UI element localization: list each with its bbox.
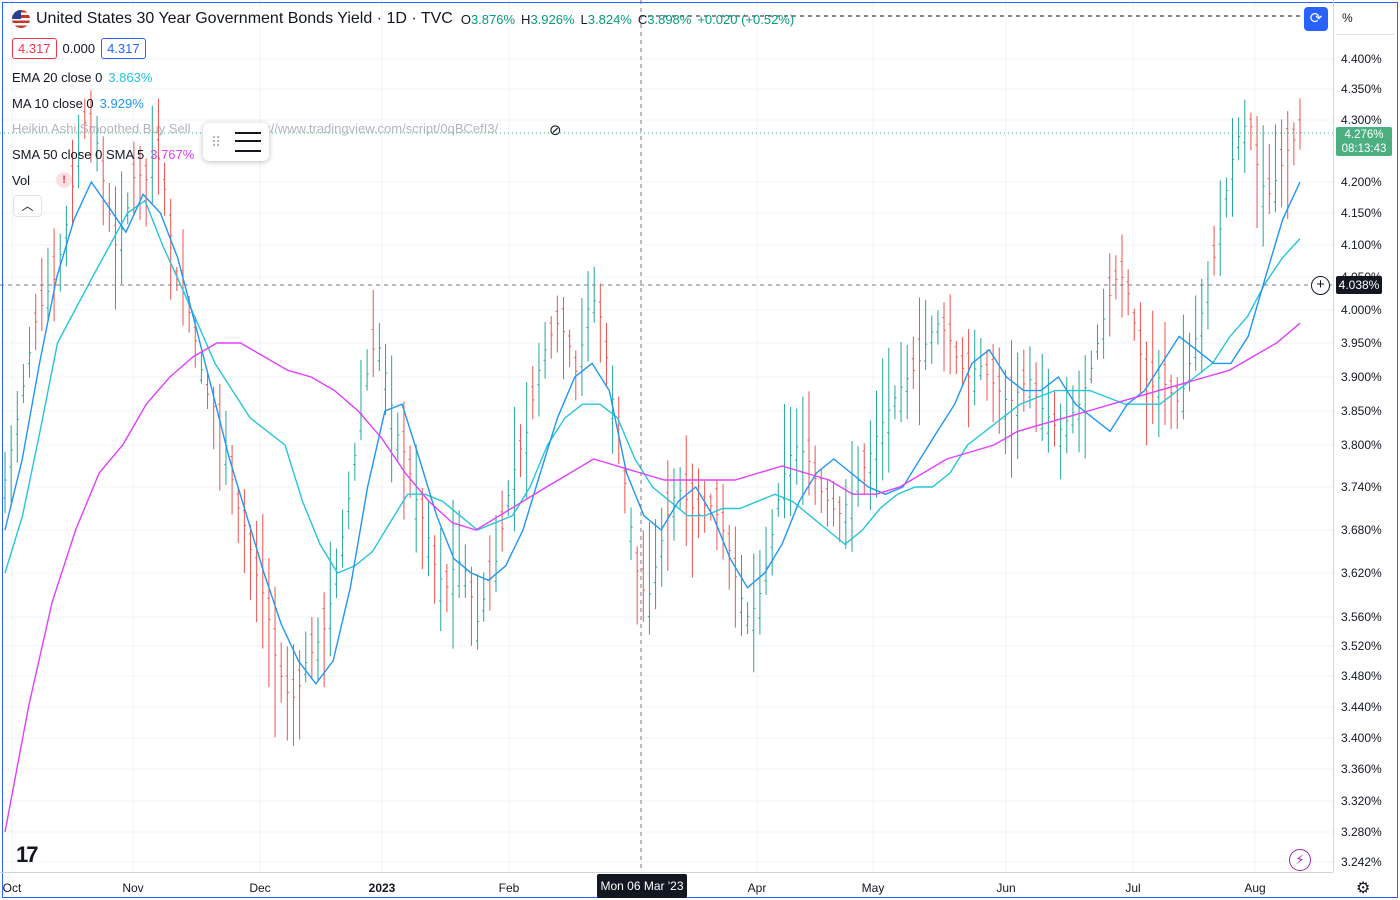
y-tick-label: 4.100% (1341, 238, 1382, 252)
y-tick-label: 3.900% (1341, 370, 1382, 384)
drag-handle-icon[interactable]: ⠿ (211, 133, 221, 150)
y-tick-label: 4.000% (1341, 303, 1382, 317)
x-tick-label: Jul (1125, 881, 1141, 895)
buy-price-box[interactable]: 4.317 (101, 38, 146, 59)
symbol-header[interactable]: United States 30 Year Government Bonds Y… (12, 9, 794, 29)
x-tick-label: Oct (2, 881, 22, 895)
open-value: 3.876% (470, 11, 516, 27)
add-alert-plus-icon[interactable]: + (1311, 276, 1330, 295)
y-tick-label: 3.850% (1341, 404, 1382, 418)
spread-value: 0.000 (62, 41, 96, 56)
y-tick-label: 4.350% (1341, 82, 1382, 96)
y-tick-label: 3.620% (1341, 566, 1382, 580)
tradingview-logo[interactable]: 17 (16, 842, 39, 867)
y-tick-label: 3.480% (1341, 669, 1382, 683)
percent-scale-label[interactable]: % (1336, 5, 1394, 35)
y-tick-label: 4.400% (1341, 52, 1382, 66)
y-tick-label: 3.680% (1341, 523, 1382, 537)
x-tick-label: Nov (122, 881, 144, 895)
x-tick-label: Feb (498, 881, 520, 895)
time-axis[interactable]: Oct Nov Dec 2023 Feb Apr May Jun Jul Aug (0, 872, 1333, 900)
x-tick-label: Aug (1244, 881, 1266, 895)
sma-value: 3.767% (150, 147, 195, 162)
x-tick-label: Dec (249, 881, 271, 895)
y-tick-label: 3.360% (1341, 762, 1382, 776)
y-tick-label: 4.300% (1341, 113, 1382, 127)
lightning-icon[interactable]: ⚡ (1289, 849, 1311, 871)
price-axis-divider (1333, 0, 1334, 872)
hidden-eye-icon[interactable]: ⊘ (549, 122, 562, 139)
ohlc-values: O3.876% H3.926% L3.824% C3.898% +0.020 (… (460, 11, 795, 27)
x-tick-label: Apr (747, 881, 767, 895)
y-tick-label: 3.400% (1341, 731, 1382, 745)
crosshair-price-label: 4.038% (1336, 276, 1382, 294)
x-tick-label: 2023 (368, 881, 396, 895)
last-price: 4.276% (1344, 129, 1384, 141)
legend-ma[interactable]: MA 10 close 0 3.929% (12, 96, 144, 111)
y-tick-label: 4.200% (1341, 175, 1382, 189)
high-value: 3.926% (530, 11, 575, 27)
close-value: 3.898% (647, 11, 692, 27)
indicator-line-ema (4, 199, 1301, 574)
y-tick-label: 3.280% (1341, 825, 1382, 839)
last-price-tag: 4.276% 08:13:43 (1336, 127, 1392, 156)
y-tick-label: 3.740% (1341, 480, 1382, 494)
trade-price-boxes: 4.317 0.000 4.317 (12, 37, 146, 60)
change-value: +0.020 (+0.52%) (697, 11, 795, 27)
warning-icon[interactable]: ! (56, 172, 73, 188)
symbol-title[interactable]: United States 30 Year Government Bonds Y… (36, 10, 453, 27)
indicator-line-ma (4, 180, 1301, 685)
y-tick-label: 3.440% (1341, 700, 1382, 714)
y-tick-label: 3.800% (1341, 438, 1382, 452)
ma-value: 3.929% (99, 96, 144, 111)
y-tick-label: 3.320% (1341, 794, 1382, 808)
y-tick-label: 3.520% (1341, 639, 1382, 653)
y-tick-label: 3.560% (1341, 610, 1382, 624)
ema-value: 3.863% (108, 70, 153, 85)
settings-gear-icon[interactable]: ⚙ (1356, 880, 1371, 897)
legend-vol[interactable]: Vol ! (12, 172, 73, 188)
legend-sma[interactable]: SMA 50 close 0 SMA 5 3.767% (12, 147, 195, 162)
y-tick-label: 3.242% (1341, 855, 1382, 869)
crosshair-date-label: Mon 06 Mar '23 (597, 874, 687, 898)
x-tick-label: May (861, 881, 885, 895)
x-tick-label: Jun (996, 881, 1016, 895)
sell-price-box[interactable]: 4.317 (12, 38, 57, 59)
heikin-url: s://www.tradingview.com/script/0qBCefI3/ (260, 121, 499, 136)
y-tick-label: 3.950% (1341, 336, 1382, 350)
indicator-line-sma (4, 322, 1301, 833)
bar-countdown: 08:13:43 (1341, 143, 1387, 155)
legend-heikin-ashi[interactable]: Heikin Ashi Smoothed Buy Sell s://www.tr… (12, 121, 499, 136)
y-tick-label: 4.150% (1341, 206, 1382, 220)
legend-ema[interactable]: EMA 20 close 0 3.863% (12, 70, 153, 85)
us-flag-icon (12, 10, 30, 28)
collapse-legend-button[interactable]: ︿ (13, 195, 42, 217)
low-value: 3.824% (587, 11, 632, 27)
sync-icon[interactable]: ⟳ (1304, 7, 1328, 31)
menu-lines-icon[interactable] (235, 132, 261, 152)
indicator-menu-popup[interactable]: ⠿ (203, 123, 269, 161)
